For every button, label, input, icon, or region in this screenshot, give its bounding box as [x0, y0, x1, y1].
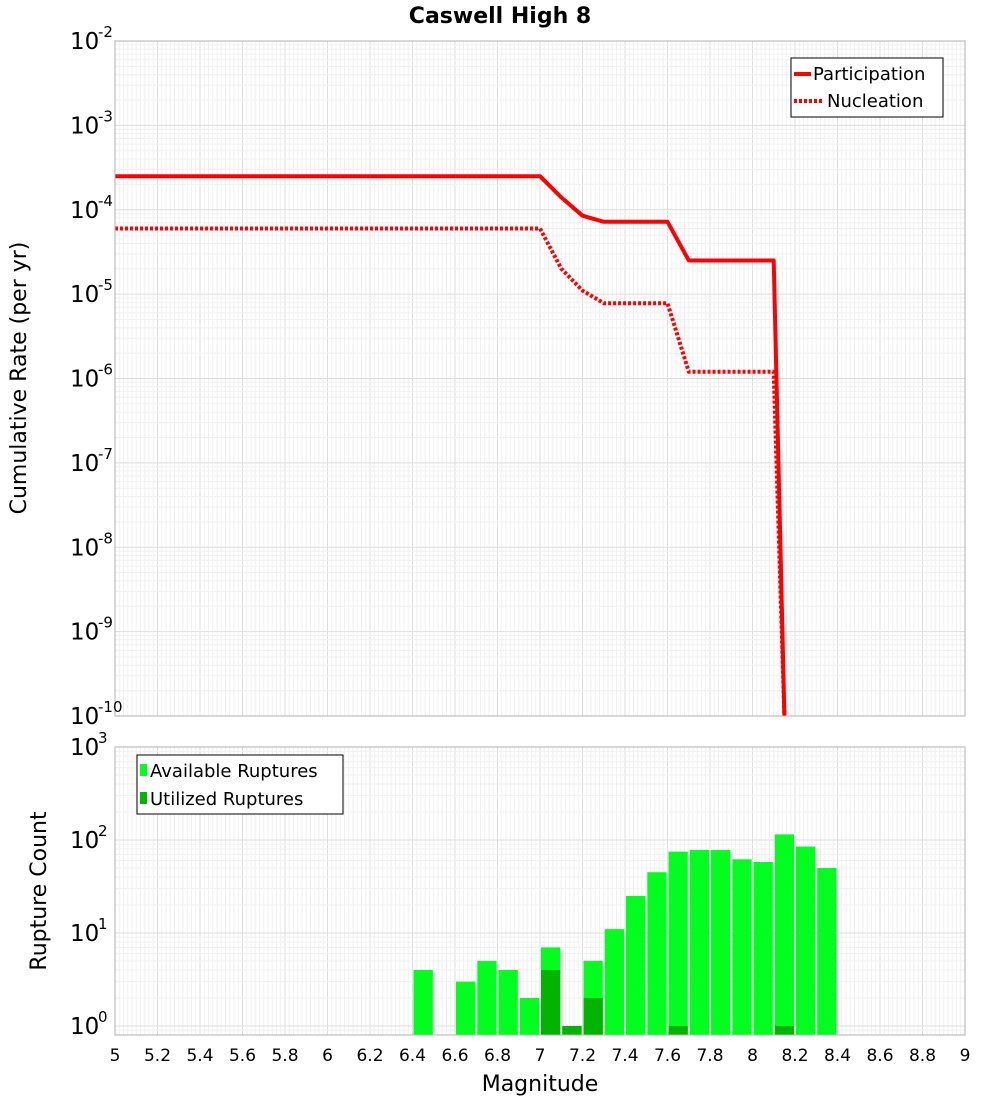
legend-available-swatch — [140, 764, 147, 776]
x-tick-label: 7.2 — [569, 1046, 596, 1066]
bar-utilized — [541, 970, 561, 1035]
rate-tick-label-base: 10 — [70, 113, 99, 139]
count-tick-label-exp: 2 — [98, 822, 108, 840]
x-tick-label: 7.8 — [696, 1046, 723, 1066]
rate-tick-label-base: 10 — [70, 282, 99, 308]
rate-tick-label-base: 10 — [70, 198, 99, 224]
bar-available — [519, 998, 540, 1035]
series-line-participation — [115, 174, 787, 717]
bar-available — [774, 834, 795, 1035]
rate-plot-grid — [114, 40, 966, 717]
bar-available — [796, 846, 816, 1035]
legend-nucleation-label: Nucleation — [827, 91, 923, 112]
x-tick-label: 7.4 — [611, 1046, 638, 1066]
bar-available — [647, 872, 667, 1035]
rate-plot-frame — [114, 40, 966, 717]
rate-plot: 10-210-310-410-510-610-710-810-910-10 Cu… — [7, 23, 966, 730]
count-plot-y-axis-label: Rupture Count — [27, 811, 52, 971]
x-tick-label: 5.8 — [271, 1046, 298, 1066]
legend-available-label: Available Ruptures — [150, 761, 318, 782]
rate-tick-label-exp: -9 — [98, 614, 113, 632]
count-tick-label-exp: 0 — [98, 1008, 108, 1026]
x-tick-label: 6 — [322, 1046, 333, 1066]
rate-plot-legend-box — [790, 57, 944, 118]
bar-available — [732, 859, 752, 1035]
x-tick-label: 8.2 — [781, 1046, 808, 1066]
count-tick-label-base: 10 — [70, 735, 99, 761]
rate-tick-label-exp: -8 — [98, 529, 113, 547]
count-plot-legend: Available Ruptures Utilized Ruptures — [136, 754, 344, 815]
bar-utilized — [583, 998, 603, 1035]
rate-tick-label-exp: -10 — [98, 698, 123, 716]
bar-available — [626, 896, 646, 1035]
count-tick-label-exp: 1 — [98, 915, 108, 933]
bar-available — [817, 868, 837, 1035]
legend-utilized-label: Utilized Ruptures — [150, 789, 303, 810]
x-tick-label: 6.8 — [484, 1046, 511, 1066]
x-tick-label: 6.6 — [441, 1046, 468, 1066]
count-plot-x-ticks: 5 5.2 5.4 5.6 5.8 6 6.2 6.4 6.6 6.8 7 7.2 7.4 7.6 7.8 8… — [110, 1046, 971, 1066]
rate-tick-label-base: 10 — [70, 620, 99, 646]
count-tick-label-base: 10 — [70, 921, 99, 947]
count-tick-label-exp: 3 — [98, 729, 108, 747]
x-tick-label: 8.6 — [866, 1046, 893, 1066]
rate-tick-label-base: 10 — [70, 451, 99, 477]
bar-utilized — [774, 1026, 795, 1035]
rate-tick-label-base: 10 — [70, 704, 99, 730]
x-tick-label: 5.6 — [229, 1046, 256, 1066]
rate-tick-label-exp: -3 — [98, 107, 113, 125]
count-plot-frame — [114, 746, 966, 1036]
bar-available — [413, 970, 433, 1035]
rate-tick-label-base: 10 — [70, 367, 99, 393]
series-line-nucleation — [115, 226, 787, 717]
rate-tick-label-exp: -4 — [98, 192, 113, 210]
bar-available — [689, 850, 710, 1035]
x-tick-label: 8 — [747, 1046, 758, 1066]
x-axis-label: Magnitude — [482, 1072, 599, 1097]
x-tick-label: 5.4 — [186, 1046, 213, 1066]
bar-available — [477, 961, 497, 1035]
count-tick-label-base: 10 — [70, 1014, 99, 1040]
bar-available — [668, 851, 688, 1035]
x-tick-label: 5 — [110, 1046, 121, 1066]
count-plot-bars — [413, 834, 837, 1035]
rate-tick-label-base: 10 — [70, 29, 99, 55]
x-tick-label: 8.4 — [824, 1046, 851, 1066]
chart-title: Caswell High 8 — [409, 4, 591, 29]
x-tick-label: 7.6 — [654, 1046, 681, 1066]
legend-participation-label: Participation — [813, 64, 925, 85]
rate-tick-label-base: 10 — [70, 535, 99, 561]
count-plot-legend-box — [136, 754, 344, 815]
x-tick-label: 9 — [960, 1046, 971, 1066]
bar-available — [604, 929, 625, 1035]
x-tick-label: 8.8 — [909, 1046, 936, 1066]
rate-plot-series — [115, 174, 787, 717]
x-tick-label: 6.4 — [399, 1046, 426, 1066]
count-tick-label-base: 10 — [70, 828, 99, 854]
rate-tick-label-exp: -2 — [98, 23, 113, 41]
bar-available — [498, 970, 518, 1035]
bar-available — [753, 862, 773, 1035]
rate-plot-y-axis-label: Cumulative Rate (per yr) — [7, 242, 32, 515]
rate-tick-label-exp: -7 — [98, 445, 113, 463]
legend-utilized-swatch — [140, 792, 147, 804]
rate-tick-label-exp: -5 — [98, 276, 113, 294]
bar-utilized — [562, 1026, 582, 1035]
rate-plot-y-ticks: 10-210-310-410-510-610-710-810-910-10 — [70, 23, 123, 730]
x-tick-label: 7 — [535, 1046, 546, 1066]
rate-plot-legend: Participation Nucleation — [790, 57, 944, 118]
bar-utilized — [668, 1026, 688, 1035]
x-tick-label: 6.2 — [356, 1046, 383, 1066]
rate-tick-label-exp: -6 — [98, 361, 113, 379]
bar-available — [711, 850, 731, 1035]
x-tick-label: 5.2 — [144, 1046, 171, 1066]
bar-available — [456, 981, 476, 1035]
